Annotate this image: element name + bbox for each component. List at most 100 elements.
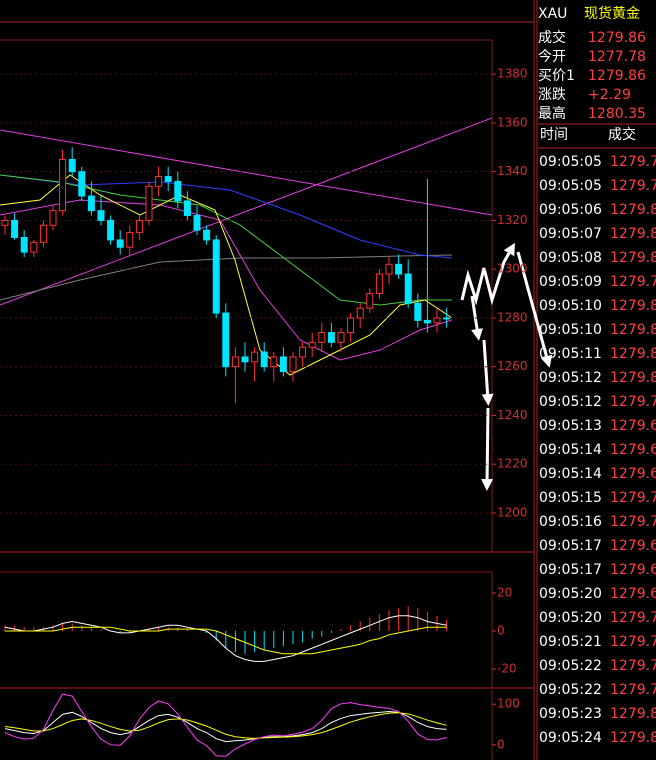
moving-average [0, 174, 452, 306]
y-tick-label: 20 [497, 586, 512, 600]
trend-line [0, 129, 492, 216]
candle-body [59, 158, 67, 212]
trade-price: 1279.8 [610, 370, 656, 386]
instrument-name: 现货黄金 [584, 5, 640, 22]
y-tick-label: 1280 [497, 310, 528, 324]
quote-label: 买价1 [538, 68, 575, 84]
indicator-line [4, 693, 447, 757]
trade-time: 09:05:14 [539, 442, 602, 458]
y-tick-label: 1260 [497, 359, 528, 373]
candle-body [347, 317, 355, 334]
trade-price: 1279.8 [610, 322, 656, 338]
candle-body [404, 273, 412, 304]
candle-body [174, 180, 182, 202]
candle-body [327, 332, 335, 343]
quote-label: 今开 [538, 49, 566, 65]
candle-body [20, 236, 28, 253]
candle-body [308, 341, 316, 348]
trade-time: 09:05:23 [539, 706, 602, 722]
trade-time: 09:05:08 [539, 250, 602, 266]
candle-body [193, 215, 201, 231]
y-tick-label: 1380 [497, 67, 528, 81]
trade-time: 09:05:15 [539, 490, 602, 506]
y-tick-label: 1240 [497, 408, 528, 422]
candle-body [222, 312, 230, 368]
candle-body [337, 332, 345, 343]
trade-price: 1279.7 [610, 394, 656, 410]
candle-body [145, 185, 153, 221]
y-tick-label: 1320 [497, 213, 528, 227]
trade-time: 09:05:13 [539, 418, 602, 434]
trade-price: 1279.7 [610, 490, 656, 506]
trade-price: 1279.8 [610, 298, 656, 314]
trade-price: 1279.6 [610, 538, 656, 554]
y-tick-label: 0 [497, 737, 505, 751]
trade-price: 1279.7 [610, 178, 656, 194]
quote-label: 最高 [538, 105, 566, 122]
candle-body [231, 356, 239, 368]
kdj-lines [4, 693, 447, 757]
candle-body [39, 224, 47, 243]
candle-body [443, 317, 451, 320]
quote-label: 涨跌 [538, 87, 566, 103]
candle-body [78, 171, 86, 197]
candle-body [68, 158, 76, 173]
trade-price: 1279.6 [610, 466, 656, 482]
candle-body [97, 210, 105, 221]
indicator-line [5, 626, 447, 655]
y-tick-label: 100 [497, 697, 520, 711]
trade-time: 09:05:24 [539, 730, 602, 746]
candle-body [299, 346, 307, 358]
trade-time: 09:05:09 [539, 274, 602, 290]
quote-value: 1279.86 [588, 30, 646, 46]
trade-price: 1279.8 [610, 706, 656, 722]
trade-price: 1279.6 [610, 442, 656, 458]
candle-body [366, 293, 374, 309]
trade-price: 1279.7 [610, 514, 656, 530]
trade-time: 09:05:12 [539, 370, 602, 386]
trade-price: 1279.7 [610, 658, 656, 674]
indicator-line [4, 711, 447, 743]
candle-body [385, 263, 393, 275]
candle-body [251, 351, 259, 363]
trades-header: 成交 [608, 126, 636, 143]
candle-body [116, 239, 124, 248]
trade-time: 09:05:12 [539, 394, 602, 410]
y-tick-label: 1360 [497, 115, 528, 129]
moving-average [0, 174, 453, 259]
candle-body [423, 319, 431, 324]
candle-body [11, 219, 19, 238]
candle-body [289, 356, 297, 373]
trade-price: 1279.8 [610, 202, 656, 218]
candle-body [183, 200, 191, 217]
trade-price: 1279.8 [610, 226, 656, 242]
trades-header: 时间 [540, 127, 568, 143]
trade-price: 1279.7 [610, 610, 656, 626]
candle-body [87, 195, 95, 212]
candle-body [30, 241, 38, 253]
y-tick-label: 1340 [497, 164, 528, 178]
candle-body [49, 210, 57, 226]
candle-body [375, 273, 383, 295]
arrow [516, 251, 553, 368]
trade-time: 09:05:22 [539, 658, 602, 674]
indicator-line [4, 712, 447, 739]
trade-time: 09:05:20 [539, 610, 602, 626]
trade-time: 09:05:10 [539, 322, 602, 338]
trade-price: 1279.6 [610, 586, 656, 602]
y-tick-label: 1200 [497, 505, 528, 519]
candle-body [270, 356, 278, 368]
arrow [470, 295, 484, 341]
quote-label: 成交 [538, 29, 566, 46]
candle-body [433, 317, 441, 324]
arrow [481, 339, 494, 406]
trade-time: 09:05:07 [539, 226, 602, 242]
trade-price: 1279.8 [610, 346, 656, 362]
candle-body [356, 307, 364, 319]
trade-time: 09:05:22 [539, 682, 602, 698]
y-tick-label: 0 [497, 624, 505, 638]
candle-body [164, 176, 172, 182]
trade-time: 09:05:05 [539, 154, 602, 170]
trade-price: 1279.7 [610, 634, 656, 650]
candle-body [212, 239, 220, 314]
